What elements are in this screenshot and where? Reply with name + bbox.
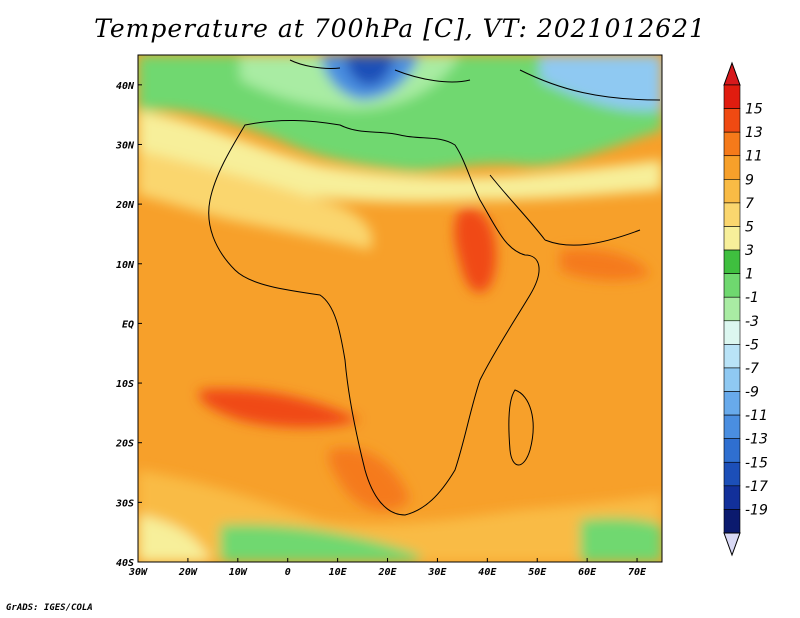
colorbar-swatch [723, 391, 741, 416]
colorbar-swatch [723, 155, 741, 180]
colorbar-swatch [723, 84, 741, 109]
y-tick-label: 10S [116, 379, 134, 390]
x-tick-label: 40E [478, 567, 497, 578]
x-axis: 30W 20W 10W 0 10E 20E 30E 40E 50E 60E 70E [128, 558, 647, 578]
colorbar-label: 5 [745, 219, 754, 235]
y-tick-label: EQ [122, 319, 134, 330]
colorbar-label: -1 [745, 290, 759, 306]
x-tick-label: 30W [128, 567, 148, 578]
x-tick-label: 70E [628, 567, 647, 578]
colorbar-swatch [723, 202, 741, 227]
colorbar-label: -7 [745, 361, 759, 377]
x-tick-label: 10W [229, 567, 248, 578]
y-tick-label: 40S [116, 558, 134, 569]
y-tick-label: 40N [116, 81, 135, 92]
colorbar-swatch [723, 226, 741, 251]
colorbar-swatch [723, 320, 741, 345]
y-tick-label: 20N [115, 200, 135, 211]
coastlines [208, 59, 661, 516]
colorbar-label: -17 [745, 479, 768, 495]
temperature-field [138, 55, 662, 562]
colorbar-swatch [723, 367, 741, 392]
x-tick-label: 10E [329, 567, 348, 578]
y-tick-label: 30N [115, 140, 135, 151]
colorbar-bottom-triangle [723, 532, 741, 557]
x-tick-label: 20E [377, 567, 397, 578]
y-axis: 40N 30N 20N 10N EQ 10S 20S 30S 40S [115, 81, 142, 569]
colorbar-label: -13 [745, 432, 768, 448]
footer-credit: GrADS: IGES/COLA [6, 603, 93, 613]
colorbar-swatch [723, 296, 741, 322]
y-tick-label: 30S [115, 498, 134, 509]
x-tick-label: 60E [578, 567, 597, 578]
colorbar-label: 1 [745, 267, 754, 283]
colorbar-swatch [723, 509, 741, 534]
colorbar-label: -11 [745, 408, 768, 424]
colorbar-swatch [723, 485, 741, 510]
y-tick-label: 20S [115, 439, 134, 450]
colorbar-label: 15 [745, 102, 763, 118]
colorbar-swatch [723, 108, 741, 133]
colorbar: 15 13 11 9 7 5 3 1 -1 -3 -5 -7 -9 -11 -13 -15 -17 -19 [723, 61, 768, 557]
plot-frame [137, 54, 663, 563]
colorbar-swatch [723, 414, 741, 439]
colorbar-label: -19 [745, 502, 768, 518]
colorbar-label: 9 [745, 172, 754, 188]
colorbar-label: 11 [745, 149, 763, 165]
colorbar-label: -15 [745, 455, 768, 471]
colorbar-swatch [723, 344, 741, 369]
x-tick-label: 0 [285, 567, 291, 578]
chart-title: Temperature at 700hPa [C], VT: 202101262… [94, 14, 706, 43]
x-tick-label: 50E [528, 567, 547, 578]
y-tick-label: 10N [116, 260, 135, 271]
colorbar-swatch [723, 461, 741, 487]
colorbar-swatch [723, 249, 741, 274]
colorbar-label: -3 [745, 314, 759, 330]
colorbar-label: -5 [745, 337, 759, 353]
colorbar-label: 13 [745, 125, 763, 141]
colorbar-swatch [723, 438, 741, 463]
x-tick-label: 30E [427, 567, 447, 578]
x-tick-label: 20W [178, 567, 198, 578]
colorbar-swatch [723, 179, 741, 204]
colorbar-swatch [723, 131, 741, 157]
colorbar-swatch [723, 273, 741, 298]
colorbar-top-triangle [723, 61, 741, 86]
colorbar-label: 3 [745, 243, 754, 259]
colorbar-label: 7 [745, 196, 754, 212]
colorbar-label: -9 [745, 385, 759, 401]
